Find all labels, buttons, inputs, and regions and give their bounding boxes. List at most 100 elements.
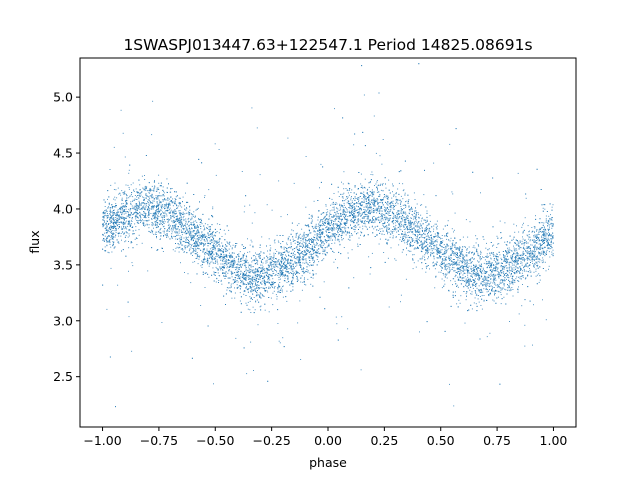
scatter-point	[469, 221, 471, 223]
scatter-point	[517, 262, 519, 264]
scatter-point	[376, 212, 378, 214]
scatter-point	[358, 203, 360, 205]
scatter-point	[436, 250, 438, 252]
scatter-point	[543, 234, 545, 236]
scatter-point	[376, 181, 378, 183]
scatter-point	[310, 253, 312, 255]
scatter-point	[365, 196, 367, 198]
scatter-point	[104, 210, 106, 211]
scatter-point	[197, 207, 199, 209]
scatter-point	[204, 254, 206, 256]
scatter-point	[404, 234, 406, 236]
scatter-point	[545, 239, 547, 241]
scatter-point	[324, 225, 326, 226]
scatter-point	[203, 229, 205, 231]
scatter-point	[303, 278, 305, 280]
scatter-point	[352, 207, 353, 209]
scatter-point	[168, 227, 169, 229]
scatter-point	[303, 267, 304, 269]
scatter-point	[272, 281, 274, 283]
scatter-point	[448, 263, 450, 265]
scatter-point	[399, 226, 401, 228]
scatter-point	[359, 213, 360, 215]
scatter-point	[459, 302, 461, 304]
scatter-point	[155, 234, 157, 235]
scatter-point	[390, 207, 392, 209]
scatter-point	[179, 237, 181, 239]
scatter-point	[360, 220, 362, 222]
scatter-point	[313, 246, 315, 248]
scatter-point	[207, 224, 209, 226]
scatter-point	[207, 243, 209, 244]
scatter-point	[440, 249, 442, 251]
scatter-point	[363, 197, 365, 199]
scatter-point	[104, 206, 106, 207]
scatter-point	[451, 243, 453, 245]
scatter-point	[138, 205, 140, 207]
scatter-point	[148, 219, 150, 221]
scatter-point	[472, 267, 474, 269]
scatter-point	[433, 230, 434, 232]
scatter-point	[467, 280, 469, 282]
scatter-point	[423, 194, 425, 196]
scatter-point	[179, 219, 181, 221]
scatter-point	[536, 247, 538, 249]
scatter-point	[145, 193, 147, 195]
scatter-point	[414, 240, 416, 242]
scatter-point	[313, 236, 315, 238]
scatter-point	[368, 209, 370, 211]
scatter-point	[449, 264, 451, 266]
scatter-point	[510, 266, 512, 268]
scatter-point	[122, 216, 124, 218]
scatter-point	[251, 261, 253, 263]
scatter-point	[410, 217, 412, 219]
scatter-point	[304, 277, 305, 279]
scatter-point	[183, 241, 185, 242]
scatter-point	[178, 221, 180, 223]
scatter-point	[343, 216, 345, 218]
scatter-point	[282, 296, 284, 298]
scatter-point	[522, 232, 524, 234]
scatter-point	[307, 278, 309, 280]
scatter-point	[408, 206, 410, 208]
scatter-point	[507, 249, 509, 251]
scatter-point	[112, 230, 114, 231]
scatter-point	[411, 239, 413, 241]
scatter-point	[501, 279, 503, 280]
scatter-point	[396, 228, 398, 230]
scatter-point	[193, 223, 194, 225]
scatter-point	[212, 245, 214, 246]
scatter-point	[402, 204, 404, 206]
scatter-point	[256, 275, 258, 277]
scatter-point	[338, 217, 340, 219]
scatter-point	[317, 231, 319, 232]
scatter-point	[518, 276, 519, 278]
scatter-point	[521, 264, 523, 266]
scatter-point	[316, 236, 318, 238]
scatter-point	[303, 268, 305, 269]
scatter-point	[488, 248, 490, 250]
scatter-point	[122, 132, 124, 134]
scatter-point	[436, 246, 438, 248]
scatter-point	[321, 243, 323, 245]
scatter-point	[290, 272, 292, 274]
scatter-point	[202, 260, 204, 262]
scatter-point	[538, 240, 540, 242]
scatter-point	[306, 269, 308, 270]
scatter-point	[132, 213, 134, 215]
scatter-point	[433, 225, 435, 227]
scatter-point	[259, 257, 260, 259]
scatter-point	[177, 234, 179, 236]
scatter-point	[391, 231, 393, 233]
scatter-point	[453, 263, 455, 265]
scatter-point	[413, 192, 415, 194]
scatter-point	[114, 196, 116, 198]
scatter-point	[465, 263, 467, 264]
scatter-point	[288, 254, 289, 256]
scatter-point	[228, 259, 230, 260]
scatter-point	[363, 194, 365, 196]
scatter-point	[299, 255, 301, 257]
scatter-point	[367, 212, 369, 214]
scatter-point	[453, 231, 454, 233]
scatter-point	[181, 221, 183, 223]
